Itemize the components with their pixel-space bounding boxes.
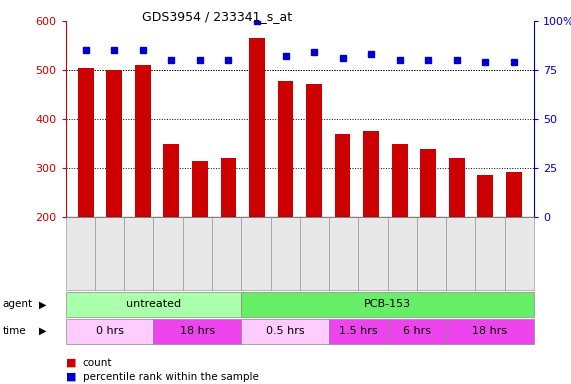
Bar bbox=[278, 81, 293, 217]
Text: ■: ■ bbox=[66, 358, 76, 368]
Bar bbox=[420, 149, 436, 217]
Text: 18 hrs: 18 hrs bbox=[472, 326, 508, 336]
Bar bbox=[477, 175, 493, 217]
Text: ▶: ▶ bbox=[39, 299, 46, 310]
Text: agent: agent bbox=[3, 299, 33, 310]
Bar bbox=[335, 134, 351, 217]
Text: GDS3954 / 233341_s_at: GDS3954 / 233341_s_at bbox=[142, 10, 292, 23]
Text: 6 hrs: 6 hrs bbox=[403, 326, 431, 336]
Bar bbox=[192, 161, 208, 217]
Text: time: time bbox=[3, 326, 26, 336]
Bar bbox=[249, 38, 265, 217]
Text: 18 hrs: 18 hrs bbox=[180, 326, 215, 336]
Bar bbox=[106, 70, 122, 217]
Text: percentile rank within the sample: percentile rank within the sample bbox=[83, 372, 259, 382]
Bar bbox=[78, 68, 94, 217]
Bar bbox=[363, 131, 379, 217]
Text: count: count bbox=[83, 358, 112, 368]
Bar bbox=[135, 65, 151, 217]
Text: ■: ■ bbox=[66, 372, 76, 382]
Text: 0 hrs: 0 hrs bbox=[95, 326, 123, 336]
Bar bbox=[506, 172, 522, 217]
Text: 0.5 hrs: 0.5 hrs bbox=[266, 326, 304, 336]
Text: 1.5 hrs: 1.5 hrs bbox=[339, 326, 377, 336]
Bar bbox=[220, 158, 236, 217]
Bar bbox=[163, 144, 179, 217]
Text: untreated: untreated bbox=[126, 299, 181, 310]
Bar bbox=[306, 84, 322, 217]
Text: ▶: ▶ bbox=[39, 326, 46, 336]
Bar bbox=[392, 144, 408, 217]
Bar bbox=[449, 158, 465, 217]
Text: PCB-153: PCB-153 bbox=[364, 299, 411, 310]
